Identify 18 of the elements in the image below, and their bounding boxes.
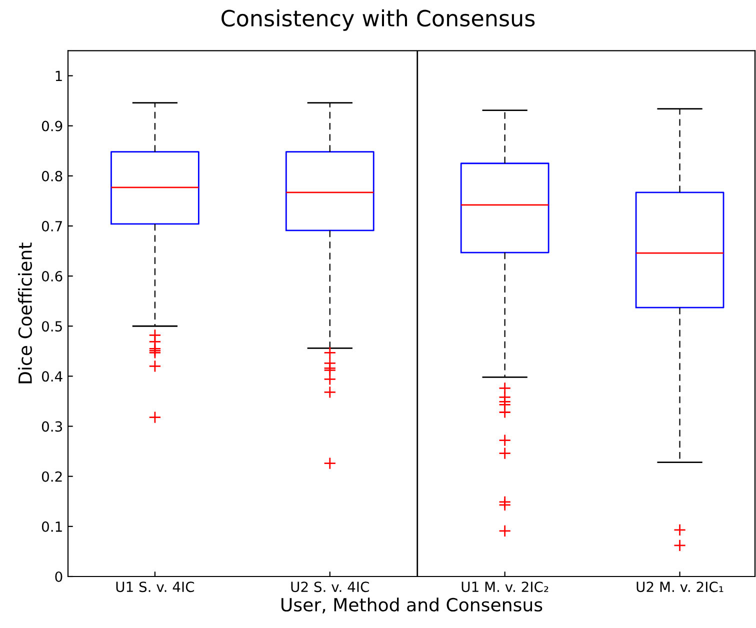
y-tick-label: 0.2 xyxy=(42,471,62,482)
y-tick-label: 0.6 xyxy=(42,271,62,282)
x-axis-title: User, Method and Consensus xyxy=(282,598,542,614)
x-tick-label: U1 S. v. 4IC xyxy=(116,582,194,592)
x-tick-label: U2 S. v. 4IC xyxy=(291,582,369,592)
y-tick-label: 0.3 xyxy=(42,421,62,432)
y-tick-label: 0.8 xyxy=(42,170,62,182)
y-tick-label: 0.1 xyxy=(42,521,62,532)
y-tick-label: 0 xyxy=(55,571,62,582)
x-tick-label: U2 M. v. 2IC₁ xyxy=(636,582,724,592)
chart-title: Consistency with Consensus xyxy=(222,9,535,31)
y-tick-label: 0.4 xyxy=(42,371,62,382)
x-tick-label: U1 M. v. 2IC₂ xyxy=(462,582,548,592)
y-tick-label: 0.7 xyxy=(42,220,62,232)
y-axis-title: Dice Coefficient xyxy=(18,242,32,384)
y-tick-label: 1 xyxy=(56,70,62,82)
y-tick-label: 0.5 xyxy=(42,321,62,332)
y-tick-label: 0.9 xyxy=(42,120,62,132)
